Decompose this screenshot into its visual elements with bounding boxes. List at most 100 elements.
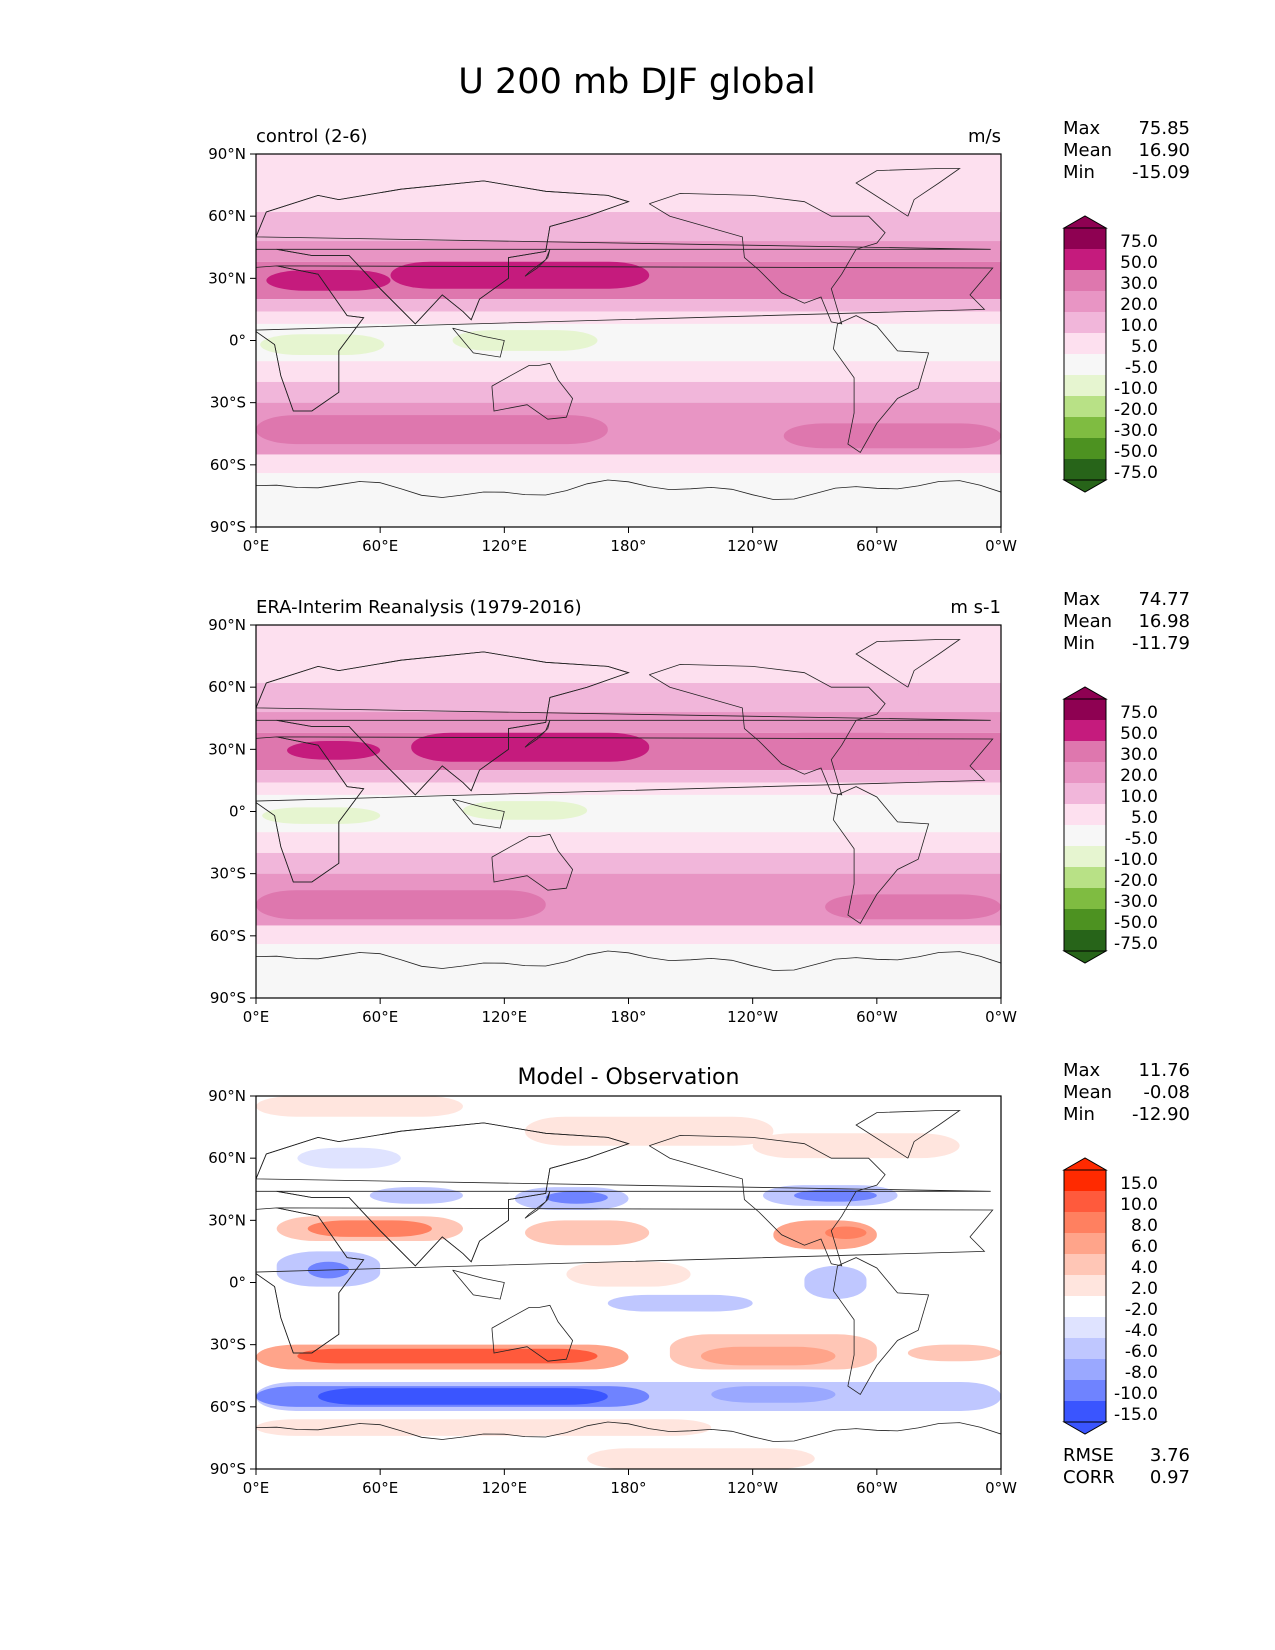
contour-band xyxy=(566,1261,691,1287)
y-tick-label: 60°N xyxy=(208,1149,246,1167)
contour-band xyxy=(256,712,1001,733)
colorbar-segment xyxy=(1064,762,1106,783)
colorbar: 15.010.08.06.04.02.0-2.0-4.0-6.0-8.0-10.… xyxy=(1062,1157,1158,1435)
coastline xyxy=(491,833,574,891)
colorbar-label: -30.0 xyxy=(1114,892,1158,912)
colorbar-segment xyxy=(1064,1296,1106,1317)
colorbar-label: 75.0 xyxy=(1120,232,1158,252)
map-panel-1: 0°E 60°E 120°E 180° 120°W 60°W 0°W 90°N 60°N 30°N… xyxy=(208,118,1190,555)
x-tick-label: 60°E xyxy=(362,1479,398,1497)
map-panel-2: 0°E 60°E 120°E 180° 120°W 60°W 0°W 90°N 60°N 30°N… xyxy=(208,589,1190,1026)
colorbar-label: -5.0 xyxy=(1125,358,1158,378)
colorbar-label: 8.0 xyxy=(1131,1216,1158,1236)
stat-value: 11.76 xyxy=(1138,1060,1190,1081)
panel-units: m s-1 xyxy=(950,597,1001,618)
contour-band xyxy=(318,1388,608,1405)
x-tick-label: 120°W xyxy=(727,1008,778,1026)
contour-band xyxy=(256,890,546,920)
colorbar-segment xyxy=(1064,375,1106,396)
colorbar-segment xyxy=(1064,1212,1106,1233)
colorbar-label: 5.0 xyxy=(1131,337,1158,357)
contour-band xyxy=(260,334,385,356)
contour-band xyxy=(369,1187,463,1204)
coastline-antarctica xyxy=(256,1421,1001,1442)
contour-band xyxy=(307,1220,432,1237)
stat-label: Min xyxy=(1063,1104,1095,1125)
coastline xyxy=(524,249,551,277)
stat-label: Max xyxy=(1063,118,1101,139)
panel-title-left: ERA-Interim Reanalysis (1979-2016) xyxy=(256,597,582,618)
colorbar-label: 10.0 xyxy=(1120,1195,1158,1215)
contour-band xyxy=(256,925,1001,945)
colorbar-label: 50.0 xyxy=(1120,253,1158,273)
colorbar: 75.050.030.020.010.05.0-5.0-10.0-20.0-30… xyxy=(1062,215,1158,493)
colorbar-segment xyxy=(1064,1359,1106,1380)
x-tick-label: 120°E xyxy=(482,1479,528,1497)
coastline xyxy=(452,327,505,358)
stat-value: -15.09 xyxy=(1132,162,1190,183)
contour-band xyxy=(411,732,650,762)
y-tick-label: 90°N xyxy=(208,616,246,634)
coastline xyxy=(855,1110,961,1159)
contour-band xyxy=(587,1448,815,1469)
colorbar-segment xyxy=(1064,1233,1106,1254)
colorbar-label: 30.0 xyxy=(1120,274,1158,294)
stat-label: Max xyxy=(1063,1060,1101,1081)
colorbar-label: -50.0 xyxy=(1114,442,1158,462)
contour-band xyxy=(256,852,1001,874)
coastline xyxy=(832,786,930,924)
stat-value: -12.90 xyxy=(1132,1104,1190,1125)
colorbar-segment xyxy=(1064,888,1106,909)
contour-band xyxy=(825,894,1001,920)
contour-band xyxy=(256,944,1001,998)
contour-band xyxy=(256,625,1001,684)
colorbar-label: -30.0 xyxy=(1114,421,1158,441)
colorbar-segment xyxy=(1064,1380,1106,1401)
coastline xyxy=(256,265,365,412)
stat-label: Mean xyxy=(1063,1082,1112,1103)
contour-band xyxy=(266,270,391,291)
y-tick-label: 30°S xyxy=(210,394,246,412)
coastline xyxy=(256,651,630,796)
coastline xyxy=(855,639,961,688)
contour-band xyxy=(256,1096,463,1117)
panel-title-center: Model - Observation xyxy=(518,1065,740,1090)
colorbar-segment xyxy=(1064,804,1106,825)
colorbar-segment xyxy=(1064,417,1106,438)
stat-value: 3.76 xyxy=(1150,1445,1190,1466)
colorbar-segment xyxy=(1064,1254,1106,1275)
x-tick-label: 0°W xyxy=(985,1479,1017,1497)
colorbar-extend-max xyxy=(1062,215,1108,229)
coastline xyxy=(524,1191,551,1219)
colorbar-label: 20.0 xyxy=(1120,766,1158,786)
stat-value: 16.90 xyxy=(1138,140,1190,161)
contour-band xyxy=(525,1116,774,1146)
panel-units: m/s xyxy=(968,126,1001,147)
y-tick-label: 60°S xyxy=(210,1398,246,1416)
y-tick-label: 0° xyxy=(229,803,246,821)
coastline xyxy=(256,1122,630,1267)
colorbar-label: -20.0 xyxy=(1114,871,1158,891)
coastline xyxy=(491,362,574,420)
coastline xyxy=(648,1134,886,1267)
x-tick-label: 0°E xyxy=(243,1008,270,1026)
contour-band xyxy=(256,361,1001,382)
stat-label: RMSE xyxy=(1063,1445,1114,1466)
colorbar-label: 10.0 xyxy=(1120,316,1158,336)
y-tick-label: 30°S xyxy=(210,865,246,883)
stat-value: -11.79 xyxy=(1132,633,1190,654)
y-tick-label: 60°S xyxy=(210,927,246,945)
coastline xyxy=(256,736,365,883)
x-tick-label: 60°W xyxy=(856,537,898,555)
contour-band xyxy=(256,473,1001,527)
x-tick-label: 60°E xyxy=(362,537,398,555)
contour-band xyxy=(256,794,1001,833)
coastline xyxy=(855,168,961,217)
colorbar-segment xyxy=(1064,783,1106,804)
coastline xyxy=(648,192,886,325)
colorbar-frame xyxy=(1063,698,1107,952)
contour-band xyxy=(256,770,1001,783)
coastline xyxy=(256,180,630,325)
contour-band xyxy=(711,1386,836,1403)
contour-band xyxy=(256,415,608,445)
